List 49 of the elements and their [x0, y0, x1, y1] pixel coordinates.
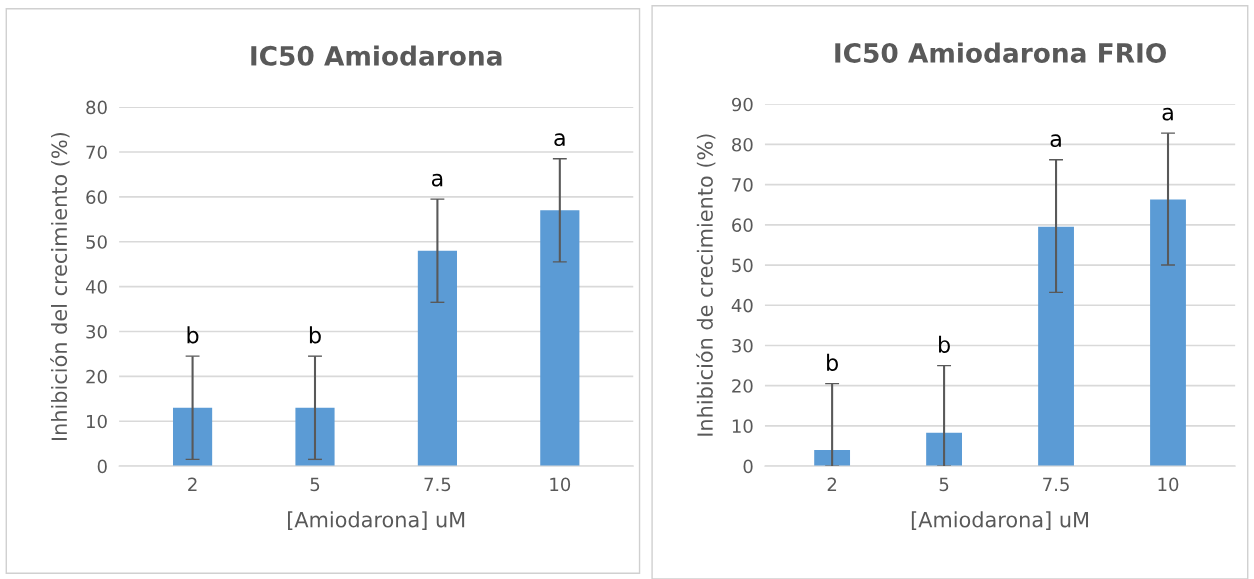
x-tick-label: 7.5 — [1043, 477, 1069, 492]
x-tick-label: 10 — [1158, 477, 1179, 492]
x-tick-label: 5 — [939, 477, 949, 492]
y-tick-label: 80 — [86, 100, 107, 115]
annotation: a — [554, 133, 565, 147]
y-tick-label: 50 — [732, 258, 753, 273]
annotation: a — [431, 173, 443, 187]
y-tick-label: 20 — [86, 369, 107, 384]
annotation: b — [827, 353, 838, 372]
y-tick-label: 20 — [732, 379, 753, 393]
x-axis-title: [Amiodarona] uM — [288, 511, 465, 530]
bar — [1150, 199, 1186, 467]
annotation: b — [939, 335, 950, 353]
x-tick-label: 2 — [827, 477, 837, 491]
y-tick-label: 30 — [86, 324, 107, 339]
x-tick-label: 7.5 — [424, 477, 451, 492]
chart-title: IC50 Amiodarona — [251, 45, 502, 66]
y-tick-label: 0 — [97, 459, 107, 474]
y-tick-label: 10 — [732, 419, 753, 433]
y-tick-label: 50 — [86, 235, 107, 249]
x-tick-label: 2 — [188, 477, 197, 491]
y-tick-label: 70 — [86, 145, 107, 160]
y-tick-label: 0 — [743, 459, 753, 474]
annotation: a — [1050, 134, 1061, 148]
y-axis-title: Inhibición del crecimiento (%) — [50, 132, 70, 441]
y-tick-label: 80 — [732, 137, 753, 152]
annotation: b — [309, 326, 321, 344]
y-tick-label: 90 — [731, 97, 753, 112]
annotation: a — [1162, 107, 1173, 121]
y-tick-label: 40 — [85, 280, 107, 294]
bar — [172, 407, 213, 467]
y-axis-title: Inhibición de crecimiento (%) — [695, 134, 716, 436]
y-tick-label: 60 — [86, 190, 107, 204]
y-tick-label: 30 — [732, 338, 753, 353]
bar — [295, 407, 335, 467]
bar — [417, 250, 457, 467]
annotation: b — [187, 326, 199, 344]
x-tick-label: 10 — [550, 477, 571, 492]
x-axis-title: [Amiodarona] uM — [911, 511, 1088, 530]
bar — [540, 210, 580, 467]
y-tick-label: 60 — [732, 218, 753, 232]
chart-title: IC50 Amiodarona FRIO — [835, 42, 1166, 63]
y-tick-label: 40 — [731, 298, 753, 313]
bar — [926, 432, 962, 467]
y-tick-label: 10 — [87, 414, 107, 429]
bar — [1038, 226, 1074, 467]
y-tick-label: 70 — [732, 178, 753, 192]
bar — [814, 450, 851, 467]
x-tick-label: 5 — [310, 477, 320, 492]
